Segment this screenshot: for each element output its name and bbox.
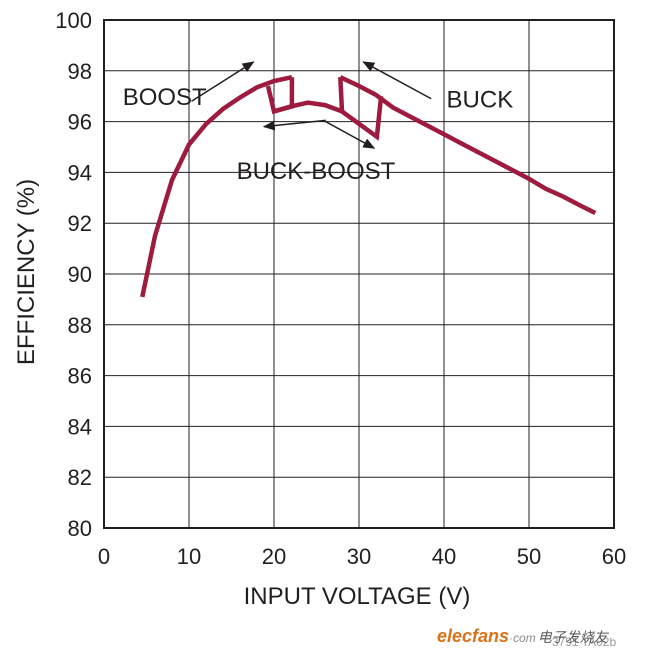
brand-logo: elecfans·com 电子发烧友 [437, 626, 608, 647]
x-tick-label: 0 [98, 544, 110, 569]
annotation-arrow [191, 61, 255, 102]
y-tick-label: 94 [68, 160, 92, 185]
y-tick-label: 96 [68, 110, 92, 135]
x-tick-label: 20 [262, 544, 286, 569]
y-tick-label: 86 [68, 364, 92, 389]
y-tick-label: 82 [68, 465, 92, 490]
y-axis-title: EFFICIENCY (%) [13, 179, 40, 365]
annotation-label: BUCK-BOOST [237, 158, 396, 185]
y-tick-labels: 80 82 84 86 88 90 92 94 96 98 100 [55, 8, 92, 541]
efficiency-curve [339, 75, 597, 216]
x-tick-labels: 0 10 20 30 40 50 60 [98, 544, 626, 569]
figure-code: 3791 TA02b [552, 635, 617, 649]
y-tick-label: 84 [68, 414, 92, 439]
x-tick-label: 30 [347, 544, 371, 569]
y-tick-label: 92 [68, 211, 92, 236]
annotation-arrow [362, 61, 432, 100]
x-tick-label: 40 [432, 544, 456, 569]
y-tick-label: 90 [68, 262, 92, 287]
annotation-label: BOOST [123, 84, 207, 111]
efficiency-curve [140, 74, 293, 298]
x-axis-title: INPUT VOLTAGE (V) [244, 583, 471, 610]
annotation-arrow [322, 119, 376, 149]
brand-cn: 电子发烧友 [537, 629, 608, 645]
annotation-arrows [191, 61, 432, 149]
brand-suffix: ·com [509, 631, 536, 645]
annotations: BOOST BUCK BUCK-BOOST [123, 84, 514, 185]
x-tick-label: 50 [517, 544, 541, 569]
plot-frame [103, 19, 615, 529]
x-tick-label: 10 [177, 544, 201, 569]
efficiency-curve [338, 77, 384, 141]
x-tick-label: 60 [602, 544, 626, 569]
y-tick-label: 80 [68, 516, 92, 541]
brand-name: elecfans [437, 626, 510, 646]
efficiency-curves [140, 74, 597, 298]
y-tick-label: 98 [68, 59, 92, 84]
y-tick-label: 88 [68, 313, 92, 338]
efficiency-curve [273, 100, 343, 114]
annotation-arrow [262, 119, 326, 131]
annotation-label: BUCK [447, 87, 514, 114]
y-tick-label: 100 [55, 8, 92, 33]
